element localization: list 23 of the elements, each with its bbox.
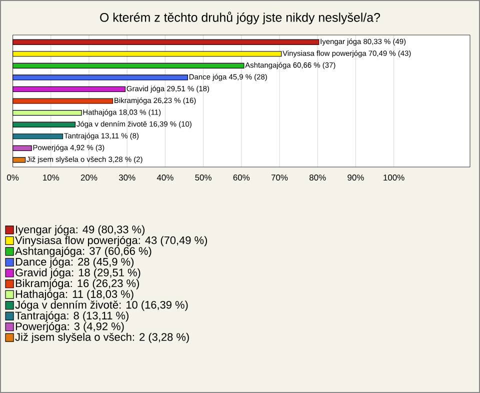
x-tick-label: 50% [195,174,212,181]
legend-label: Iyengar jóga: 49 (80,33 %) [16,225,144,236]
x-tick-label: 100% [384,174,404,181]
x-tick-label: 10% [43,174,60,181]
x-tick-label: 80% [310,174,326,181]
legend-label: Ashtangajóga: 37 (60,66 %) [15,246,152,258]
x-tick-label: 90% [348,174,364,181]
legend-label: Tantrajóga: 8 (13,11 %) [15,311,128,322]
x-tick-label: 0% [7,174,19,181]
legend-label: Vinysiasa flow powerjóga: 43 (70,49 %) [15,236,208,246]
legend-label: Dance jóga: 28 (45,9 %) [16,257,134,268]
legend-label: Bikramjóga: 16 (26,23 %) [16,278,139,290]
legend-label: Hathajóga: 11 (18,03 %) [16,290,134,300]
x-tick-label: 60% [233,174,250,181]
legend-label: Již jsem slyšela o všech: 2 (3,28 %) [15,332,189,344]
x-tick-label: 20% [80,174,98,181]
chart-title: O kterém z těchto druhů jógy jste nikdy neslyšel/a? [100,12,380,24]
x-tick-label: 30% [118,174,136,181]
legend-label: Jóga v denním životě: 10 (16,39 %) [15,300,188,311]
legend-label: Gravid jóga: 18 (29,51 %) [16,268,140,279]
x-tick-label: 40% [156,174,174,181]
x-tick-label: 70% [271,174,288,181]
legend-label: Powerjóga: 3 (4,92 %) [16,322,124,332]
